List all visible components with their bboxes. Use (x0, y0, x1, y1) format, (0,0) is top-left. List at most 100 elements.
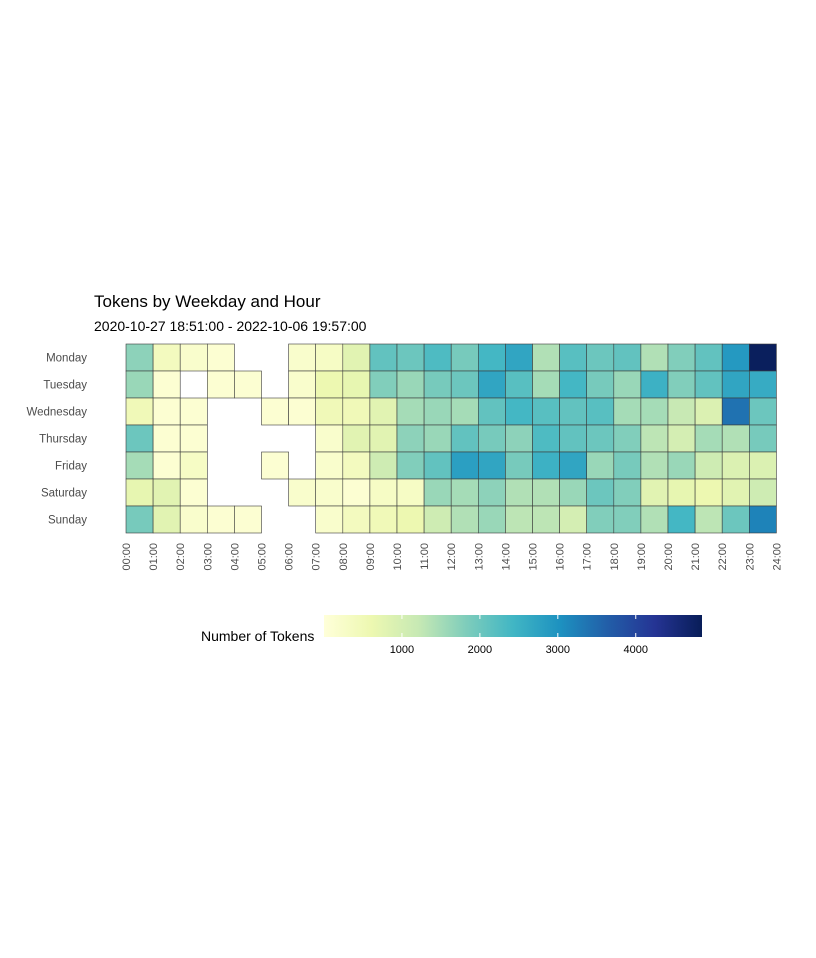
heatmap-cell (125, 451, 154, 480)
heatmap-cell (450, 343, 479, 372)
heatmap-cell (721, 397, 750, 426)
heatmap-cell (369, 370, 398, 399)
heatmap-cell (721, 343, 750, 372)
heatmap-cell (396, 397, 425, 426)
heatmap-cell (667, 424, 696, 453)
legend-title: Number of Tokens (201, 628, 314, 644)
heatmap-cell (559, 451, 587, 480)
heatmap-cell (640, 451, 669, 480)
heatmap-cell (261, 397, 289, 426)
heatmap-cell (152, 424, 181, 453)
heatmap-cell (125, 424, 154, 453)
heatmap-cell (667, 370, 696, 399)
hour-tick-label: 03:00 (202, 543, 214, 571)
heatmap-cell (505, 478, 533, 507)
day-label: Saturday (41, 488, 87, 500)
heatmap-cell (450, 505, 479, 534)
heatmap-cell (315, 343, 344, 372)
heatmap-cell (532, 451, 560, 480)
heatmap-cell (667, 451, 696, 480)
heatmap-cell (288, 370, 317, 399)
hour-tick-label: 24:00 (771, 543, 783, 571)
heatmap-cell (505, 505, 533, 534)
heatmap-cell (640, 343, 669, 372)
heatmap-cell (477, 451, 506, 480)
day-label: Thursday (39, 434, 87, 446)
heatmap-cell (532, 505, 560, 534)
day-label: Monday (46, 353, 87, 365)
hour-tick-label: 14:00 (500, 543, 512, 571)
heatmap-cell (586, 478, 615, 507)
heatmap-cell (152, 451, 181, 480)
heatmap-cell (640, 370, 669, 399)
heatmap-cell (721, 505, 750, 534)
heatmap-cell (423, 424, 452, 453)
heatmap-cell (721, 478, 750, 507)
heatmap-cell (748, 505, 777, 534)
color-legend: Number of Tokens 1000 2000 3000 4000 (201, 615, 702, 656)
day-label: Friday (55, 461, 87, 473)
heatmap-cell (315, 397, 344, 426)
heatmap-cell (748, 343, 777, 372)
heatmap-cell (477, 397, 506, 426)
heatmap-cell (613, 343, 642, 372)
heatmap-cell (342, 370, 371, 399)
heatmap-cell (125, 343, 154, 372)
heatmap-cell (586, 343, 615, 372)
heatmap-cell (125, 397, 154, 426)
heatmap-cell (532, 397, 560, 426)
heatmap-cell (396, 343, 425, 372)
legend-colorbar (324, 615, 702, 637)
heatmap-cell (179, 397, 208, 426)
heatmap-cell (315, 424, 344, 453)
heatmap-cell (234, 505, 262, 534)
heatmap-cell (532, 370, 560, 399)
heatmap-cell (369, 478, 398, 507)
heatmap-cell (613, 478, 642, 507)
hour-tick-label: 17:00 (582, 543, 594, 571)
heatmap-cell (505, 451, 533, 480)
heatmap-cell (505, 343, 533, 372)
heatmap-cell (342, 343, 371, 372)
hour-tick-label: 02:00 (175, 543, 187, 571)
heatmap-cell (586, 397, 615, 426)
heatmap-cell (423, 451, 452, 480)
heatmap-cell (667, 478, 696, 507)
heatmap-cell (125, 370, 154, 399)
heatmap-cell (396, 451, 425, 480)
legend-tick-label: 3000 (546, 644, 570, 656)
heatmap-cell (559, 505, 587, 534)
day-label: Tuesday (43, 380, 87, 392)
legend-tick-label: 1000 (390, 644, 414, 656)
heatmap-cell (152, 343, 181, 372)
heatmap-cell (423, 370, 452, 399)
hour-tick-label: 22:00 (717, 543, 729, 571)
heatmap-cell (369, 424, 398, 453)
heatmap-cell (613, 505, 642, 534)
heatmap-cell (532, 343, 560, 372)
heatmap-cell (369, 343, 398, 372)
heatmap-cell (315, 451, 344, 480)
hour-tick-label: 01:00 (148, 543, 160, 571)
heatmap-cell (559, 478, 587, 507)
heatmap-cell (179, 478, 208, 507)
heatmap-cell (342, 505, 371, 534)
heatmap-cell (396, 424, 425, 453)
heatmap-cell (694, 478, 723, 507)
day-label: Wednesday (26, 407, 87, 419)
heatmap-cell (423, 478, 452, 507)
heatmap-cell (640, 397, 669, 426)
heatmap-cell (694, 424, 723, 453)
hour-tick-label: 10:00 (392, 543, 404, 571)
heatmap-cell (613, 424, 642, 453)
heatmap-cell (559, 424, 587, 453)
heatmap-cell (721, 424, 750, 453)
heatmap-cell (152, 505, 181, 534)
heatmap-cell (423, 505, 452, 534)
heatmap-cell (586, 451, 615, 480)
hour-tick-label: 04:00 (229, 543, 241, 571)
heatmap-cell (694, 505, 723, 534)
heatmap-cell (505, 424, 533, 453)
heatmap-cell (505, 397, 533, 426)
